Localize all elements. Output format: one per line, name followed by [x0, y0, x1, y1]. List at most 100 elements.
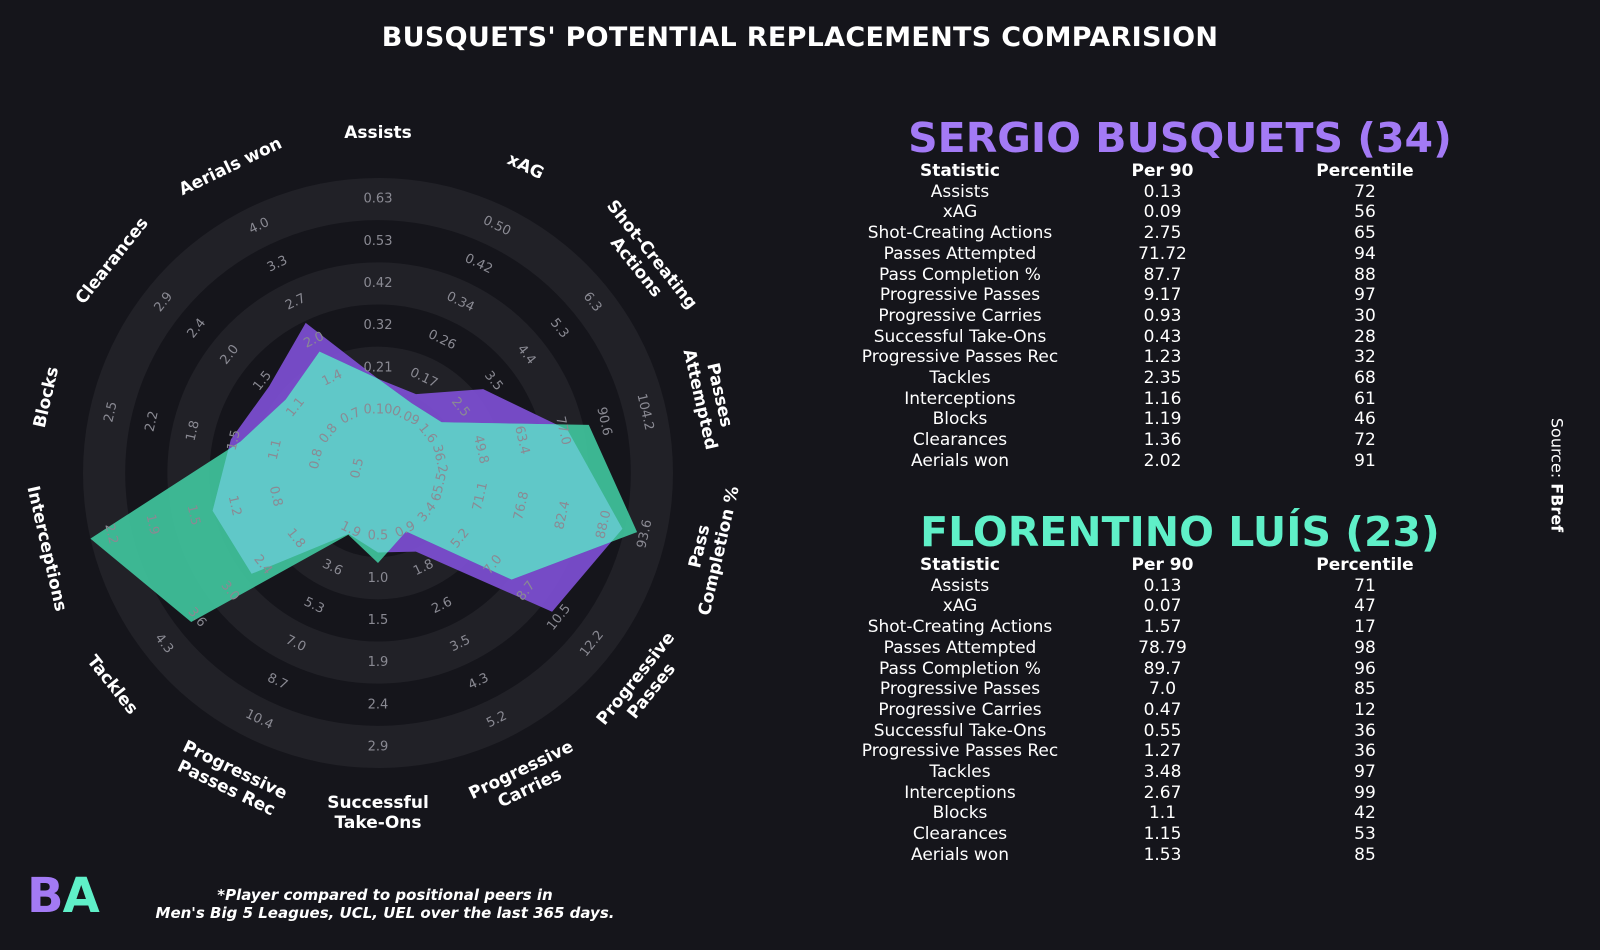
percentile-cell: 47: [1354, 596, 1376, 617]
per-90-cell: 2.67: [1143, 782, 1182, 803]
axis-label-line: Aerials won: [176, 133, 285, 199]
per-90-cell: 9.17: [1143, 285, 1182, 306]
stat-name-cell: Shot-Creating Actions: [867, 223, 1053, 244]
stat-name-cell: Progressive Passes: [879, 679, 1041, 700]
axis-label-line: Assists: [344, 123, 412, 143]
tick-label: 0.8: [307, 447, 326, 471]
percentile-cell: 96: [1354, 658, 1376, 679]
per-90-cell: 2.35: [1143, 368, 1182, 389]
header-per-90: Per 90: [1131, 555, 1194, 575]
stat-name-cell: Progressive Carries: [878, 305, 1042, 326]
stat-name-cell: Pass Completion %: [879, 658, 1041, 679]
percentile-cell: 72: [1354, 430, 1376, 451]
tick-label: 1.2: [225, 494, 244, 518]
tick-label: 1.8: [184, 419, 203, 443]
percentile-cell: 85: [1354, 679, 1376, 700]
stat-name-cell: Shot-Creating Actions: [867, 617, 1053, 638]
table-row: Assists 0.13 72: [860, 182, 1465, 203]
player-2-name: FLORENTINO LUÍS (23): [920, 508, 1440, 556]
per-90-cell: 1.16: [1143, 388, 1182, 409]
stat-name-cell: Aerials won: [911, 450, 1009, 471]
tick-label: 2.9: [368, 739, 389, 754]
percentile-cell: 36: [1354, 720, 1376, 741]
stat-name-cell: Blocks: [932, 409, 988, 430]
table-row: Successful Take-Ons 0.43 28: [860, 327, 1465, 348]
stat-name-cell: xAG: [942, 596, 978, 617]
table-row: Tackles 2.35 68: [860, 368, 1465, 389]
percentile-cell: 53: [1354, 824, 1376, 845]
per-90-cell: 0.43: [1143, 326, 1182, 347]
per-90-cell: 1.57: [1143, 617, 1182, 638]
axis-label: Interceptions: [22, 484, 70, 613]
table-row: Progressive Passes 9.17 97: [860, 285, 1465, 306]
stat-name-cell: Progressive Carries: [878, 699, 1042, 720]
source-name: FBref: [1547, 483, 1567, 533]
stat-name-cell: Interceptions: [904, 782, 1016, 803]
table-row: Pass Completion % 89.7 96: [860, 659, 1465, 680]
table-row: Blocks 1.19 46: [860, 409, 1465, 430]
percentile-cell: 71: [1354, 575, 1376, 596]
player-1-block: SERGIO BUSQUETS (34) Statistic Per 90 Pe…: [860, 115, 1500, 472]
percentile-cell: 17: [1354, 617, 1376, 638]
per-90-cell: 1.27: [1143, 741, 1182, 762]
percentile-cell: 28: [1354, 326, 1376, 347]
tick-label: 0.21: [364, 360, 393, 375]
axis-label-line: Take-Ons: [335, 813, 422, 833]
tick-label: 77.0: [552, 415, 573, 447]
per-90-cell: 1.19: [1143, 409, 1182, 430]
tick-label: 0.63: [364, 192, 393, 207]
per-90-cell: 0.47: [1143, 699, 1182, 720]
percentile-cell: 46: [1354, 409, 1376, 430]
tick-label: 0.42: [364, 276, 393, 291]
tick-label: 2.4: [368, 697, 389, 712]
tick-label: 90.6: [593, 406, 614, 438]
header-per-90: Per 90: [1131, 161, 1194, 181]
player-1-stats-table: Statistic Per 90 Percentile Assists 0.13 7…: [860, 161, 1465, 472]
logo-letter-b: B: [27, 868, 64, 924]
percentile-cell: 42: [1354, 803, 1376, 824]
percentile-cell: 61: [1354, 388, 1376, 409]
table-header-row: Statistic Per 90 Percentile: [860, 555, 1465, 576]
per-90-cell: 1.36: [1143, 430, 1182, 451]
stat-name-cell: Interceptions: [904, 388, 1016, 409]
tick-label: 0.10: [364, 402, 393, 417]
per-90-cell: 87.7: [1143, 264, 1182, 285]
footnote: *Player compared to positional peers in …: [145, 886, 625, 922]
tick-label: 0.5: [368, 529, 389, 544]
axis-label: xAG: [504, 149, 547, 184]
per-90-cell: 78.79: [1138, 637, 1187, 658]
tick-label: 2.5: [101, 400, 120, 424]
table-header-row: Statistic Per 90 Percentile: [860, 161, 1465, 182]
footnote-line-1: *Player compared to positional peers in: [217, 886, 553, 904]
table-row: Progressive Passes Rec 1.23 32: [860, 347, 1465, 368]
tick-label: 49.8: [470, 434, 491, 466]
table-row: Passes Attempted 78.79 98: [860, 638, 1465, 659]
per-90-cell: 0.93: [1143, 305, 1182, 326]
tick-label: 82.4: [552, 499, 573, 531]
tick-label: 1.9: [368, 655, 389, 670]
table-row: Progressive Carries 0.47 12: [860, 700, 1465, 721]
player-2-block: FLORENTINO LUÍS (23) Statistic Per 90 Pe…: [860, 509, 1500, 866]
stat-name-cell: Blocks: [932, 803, 988, 824]
stat-name-cell: Clearances: [912, 824, 1008, 845]
source-prefix: Source:: [1547, 417, 1567, 484]
percentile-cell: 85: [1354, 844, 1376, 865]
per-90-cell: 1.1: [1148, 803, 1177, 824]
per-90-cell: 0.07: [1143, 596, 1182, 617]
per-90-cell: 2.02: [1143, 450, 1182, 471]
percentile-cell: 97: [1354, 285, 1376, 306]
axis-label: Blocks: [30, 365, 63, 430]
axis-label-line: Interceptions: [22, 484, 70, 613]
percentile-cell: 72: [1354, 181, 1376, 202]
per-90-cell: 0.13: [1143, 181, 1182, 202]
page-title: BUSQUETS' POTENTIAL REPLACEMENTS COMPARI…: [381, 22, 1219, 53]
table-row: Progressive Carries 0.93 30: [860, 306, 1465, 327]
percentile-cell: 94: [1354, 243, 1376, 264]
per-90-cell: 0.13: [1143, 575, 1182, 596]
per-90-cell: 0.55: [1143, 720, 1182, 741]
table-row: Clearances 1.15 53: [860, 824, 1465, 845]
header-statistic: Statistic: [920, 555, 1000, 575]
header-percentile: Percentile: [1316, 555, 1414, 575]
